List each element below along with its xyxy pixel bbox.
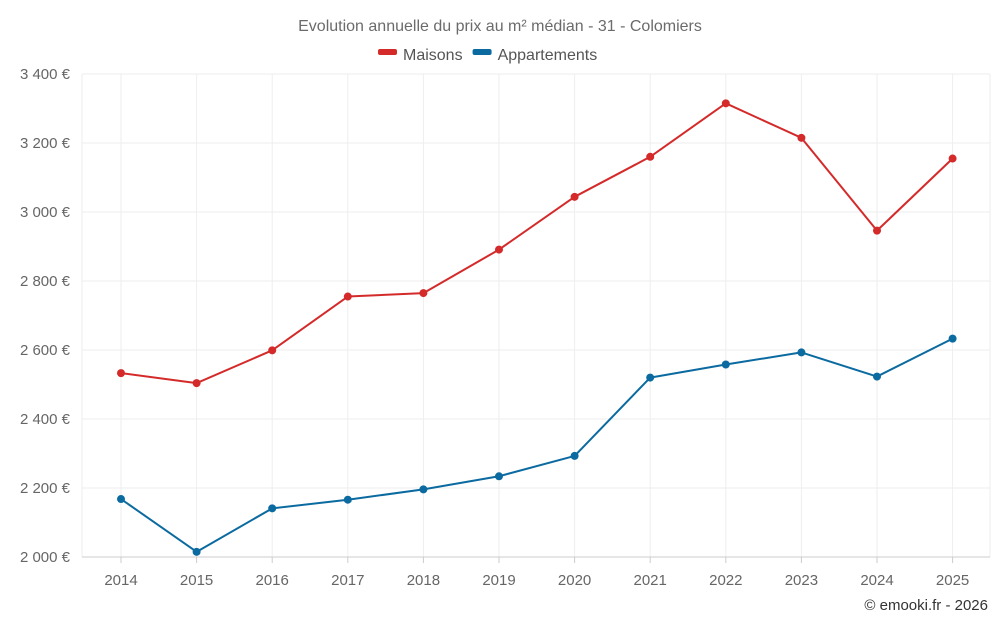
legend-swatch	[378, 49, 397, 55]
x-tick-label: 2021	[634, 572, 667, 589]
y-tick-label: 3 200 €	[20, 135, 71, 152]
legend-label: Appartements	[498, 47, 598, 64]
x-tick-label: 2017	[331, 572, 364, 589]
x-tick-label: 2024	[860, 572, 893, 589]
x-tick-label: 2018	[407, 572, 440, 589]
chart-title: Evolution annuelle du prix au m² médian …	[298, 18, 702, 35]
data-point-appartements[interactable]	[192, 547, 201, 556]
x-tick-label: 2022	[709, 572, 742, 589]
data-point-appartements[interactable]	[570, 451, 579, 460]
data-point-appartements[interactable]	[495, 472, 503, 481]
grid	[81, 73, 991, 557]
data-point-appartements[interactable]	[721, 360, 730, 369]
data-point-appartements[interactable]	[268, 504, 277, 513]
data-point-maisons[interactable]	[873, 226, 881, 235]
data-point-maisons[interactable]	[570, 192, 579, 201]
series-appartements	[117, 334, 957, 556]
x-tick-label: 2023	[785, 572, 818, 589]
x-tick-label: 2019	[482, 572, 515, 589]
y-tick-label: 2 600 €	[20, 342, 71, 359]
series-group	[117, 99, 957, 556]
legend-item-maisons[interactable]: Maisons	[378, 47, 463, 64]
x-tick-label: 2014	[104, 572, 137, 589]
y-tick-label: 2 000 €	[20, 549, 71, 566]
y-tick-label: 2 800 €	[20, 273, 71, 290]
data-point-maisons[interactable]	[268, 346, 277, 355]
y-axis: 2 000 € 2 200 € 2 400 € 2 600 € 2 800 € 3 000…	[20, 66, 71, 566]
legend-label: Maisons	[403, 47, 463, 64]
y-tick-label: 2 200 €	[20, 480, 71, 497]
x-tick-label: 2015	[180, 572, 213, 589]
x-tick-label: 2020	[558, 572, 591, 589]
data-point-maisons[interactable]	[117, 369, 125, 378]
data-point-maisons[interactable]	[495, 245, 503, 254]
y-tick-label: 3 400 €	[20, 66, 71, 83]
data-point-appartements[interactable]	[948, 334, 957, 343]
x-tick-label: 2016	[256, 572, 289, 589]
data-point-maisons[interactable]	[721, 99, 730, 108]
data-point-maisons[interactable]	[797, 133, 806, 142]
data-point-appartements[interactable]	[873, 372, 881, 381]
series-line-maisons	[120, 102, 954, 385]
y-tick-label: 3 000 €	[20, 204, 71, 221]
data-point-maisons[interactable]	[419, 289, 428, 298]
data-point-maisons[interactable]	[646, 152, 655, 161]
legend: Maisons Appartements	[378, 47, 597, 64]
credit-text: © emooki.fr - 2026	[864, 597, 988, 614]
legend-swatch	[472, 49, 492, 55]
series-maisons	[117, 99, 957, 388]
x-axis: 2014 2015 2016 2017 2018 2019 2020 2021 2022 2023…	[82, 556, 990, 589]
data-point-appartements[interactable]	[343, 495, 352, 504]
data-point-appartements[interactable]	[419, 485, 428, 494]
y-tick-label: 2 400 €	[20, 411, 71, 428]
data-point-appartements[interactable]	[646, 373, 655, 382]
x-tick-label: 2025	[936, 572, 969, 589]
data-point-appartements[interactable]	[117, 495, 125, 504]
data-point-appartements[interactable]	[797, 348, 806, 357]
series-line-appartements	[120, 337, 954, 553]
legend-item-appartements[interactable]: Appartements	[472, 47, 598, 64]
data-point-maisons[interactable]	[192, 379, 201, 388]
data-point-maisons[interactable]	[948, 154, 957, 163]
data-point-maisons[interactable]	[343, 292, 352, 301]
